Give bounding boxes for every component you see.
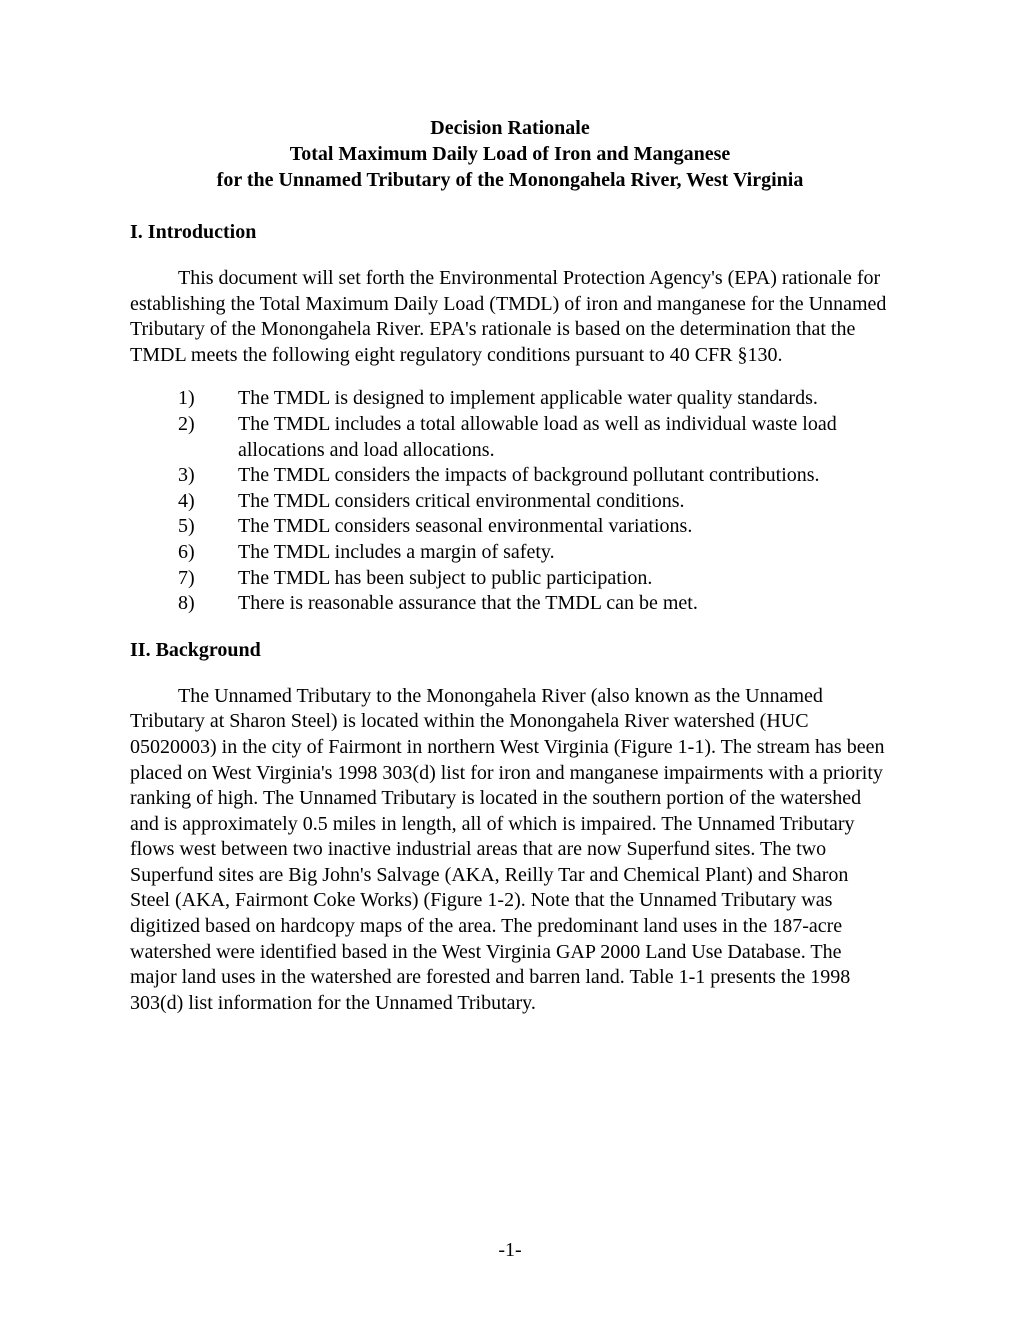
- list-item: 6) The TMDL includes a margin of safety.: [178, 540, 890, 566]
- list-item: 3) The TMDL considers the impacts of bac…: [178, 463, 890, 489]
- list-item: 4) The TMDL considers critical environme…: [178, 489, 890, 515]
- intro-paragraph: This document will set forth the Environ…: [130, 266, 890, 368]
- section-heading-introduction: I. Introduction: [130, 221, 890, 244]
- list-text: The TMDL includes a margin of safety.: [238, 540, 890, 566]
- list-number: 2): [178, 412, 238, 463]
- regulatory-conditions-list: 1) The TMDL is designed to implement app…: [130, 386, 890, 616]
- page-number: -1-: [0, 1239, 1020, 1262]
- list-text: The TMDL includes a total allowable load…: [238, 412, 890, 463]
- list-item: 2) The TMDL includes a total allowable l…: [178, 412, 890, 463]
- list-number: 8): [178, 591, 238, 617]
- title-block: Decision Rationale Total Maximum Daily L…: [130, 115, 890, 193]
- list-number: 5): [178, 514, 238, 540]
- title-line-3: for the Unnamed Tributary of the Mononga…: [130, 167, 890, 193]
- title-line-2: Total Maximum Daily Load of Iron and Man…: [130, 141, 890, 167]
- list-number: 6): [178, 540, 238, 566]
- background-paragraph: The Unnamed Tributary to the Monongahela…: [130, 684, 890, 1017]
- title-line-1: Decision Rationale: [130, 115, 890, 141]
- list-number: 7): [178, 566, 238, 592]
- list-item: 5) The TMDL considers seasonal environme…: [178, 514, 890, 540]
- list-text: The TMDL has been subject to public part…: [238, 566, 890, 592]
- list-number: 4): [178, 489, 238, 515]
- list-text: There is reasonable assurance that the T…: [238, 591, 890, 617]
- list-text: The TMDL considers the impacts of backgr…: [238, 463, 890, 489]
- document-page: Decision Rationale Total Maximum Daily L…: [0, 0, 1020, 1320]
- list-item: 7) The TMDL has been subject to public p…: [178, 566, 890, 592]
- list-text: The TMDL considers critical environmenta…: [238, 489, 890, 515]
- list-item: 1) The TMDL is designed to implement app…: [178, 386, 890, 412]
- list-text: The TMDL is designed to implement applic…: [238, 386, 890, 412]
- list-text: The TMDL considers seasonal environmenta…: [238, 514, 890, 540]
- list-number: 3): [178, 463, 238, 489]
- list-number: 1): [178, 386, 238, 412]
- list-item: 8) There is reasonable assurance that th…: [178, 591, 890, 617]
- section-heading-background: II. Background: [130, 639, 890, 662]
